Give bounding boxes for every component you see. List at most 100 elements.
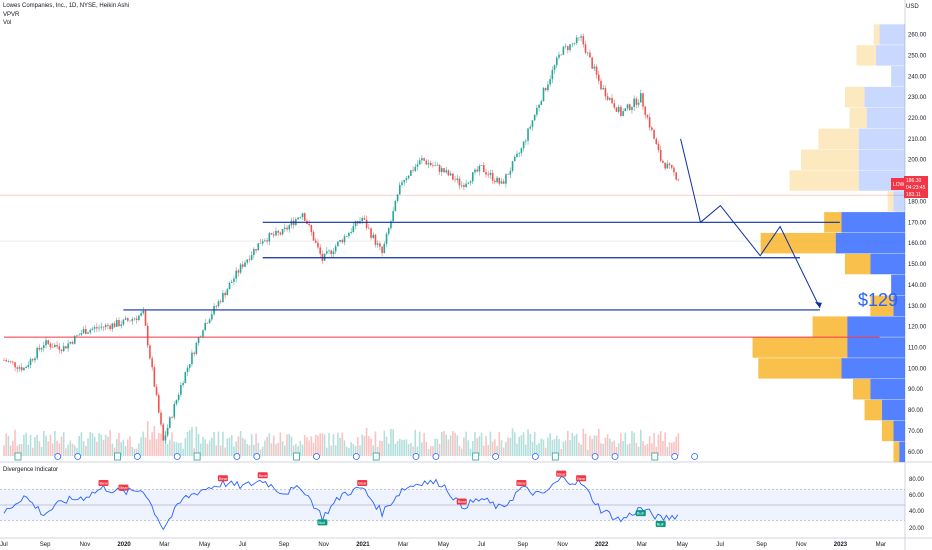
candle-body — [215, 305, 218, 307]
candle-body — [195, 342, 198, 354]
volume-bar — [337, 432, 339, 456]
candle-body — [551, 69, 554, 80]
volume-bar — [224, 447, 226, 456]
candle-body — [604, 88, 607, 97]
candle-body — [224, 292, 226, 296]
candle-body — [71, 341, 74, 344]
volume-bar — [509, 437, 512, 456]
candle-body — [326, 251, 328, 254]
candle-body — [133, 318, 136, 320]
volume-bar — [374, 431, 377, 456]
time-tick-label: Sep — [279, 542, 290, 548]
volume-bar — [471, 440, 474, 456]
candle-body — [390, 221, 392, 229]
candle-body — [323, 253, 326, 261]
volume-bar — [188, 430, 191, 456]
vp-row-down — [870, 295, 894, 316]
volume-bar — [80, 432, 83, 456]
candle-body — [483, 165, 485, 173]
candle-body — [518, 153, 520, 154]
candle-body — [31, 359, 34, 361]
volume-bar — [522, 432, 525, 456]
candle-body — [184, 372, 187, 383]
volume-bar — [613, 440, 616, 456]
volume-bar — [536, 444, 538, 456]
candle-body — [182, 382, 184, 386]
candle-body — [600, 80, 602, 90]
volume-bar — [677, 433, 680, 456]
candle-body — [416, 164, 419, 167]
candle-body — [244, 262, 246, 267]
volume-bar — [651, 443, 653, 456]
candle-body — [538, 104, 540, 108]
volume-bar — [49, 434, 52, 456]
time-axis[interactable]: Jul Sep Nov 2020 Mar May Jul Sep Nov 2021 Mar May Ju… — [0, 542, 886, 548]
volume-bar — [418, 431, 421, 456]
candle-body — [56, 344, 58, 347]
volume-bar — [144, 437, 147, 456]
candle-body — [45, 340, 47, 346]
candle-body — [401, 182, 403, 185]
candle-body — [47, 340, 50, 344]
candle-body — [622, 111, 624, 116]
horizontal-levels[interactable] — [4, 221, 880, 338]
candle-body — [124, 318, 127, 320]
candle-body — [65, 346, 67, 349]
candle-body — [284, 227, 286, 229]
candle-body — [633, 98, 635, 108]
volume-bar — [25, 432, 27, 456]
volume-bar — [617, 443, 620, 456]
volume-bar — [12, 440, 14, 456]
dividend-marker — [352, 453, 360, 460]
volume-bar — [91, 433, 94, 456]
earnings-marker — [293, 452, 301, 461]
volume-bar — [182, 448, 184, 456]
volume-bar — [303, 435, 306, 456]
candle-body — [91, 328, 94, 330]
vp-row-up — [866, 107, 905, 129]
bear-signal — [556, 470, 567, 477]
time-tick-label: 2022 — [595, 542, 609, 548]
volume-bar — [171, 432, 173, 456]
candle-body — [153, 367, 156, 387]
volume-bar — [332, 434, 335, 456]
time-tick-label: Mar — [159, 542, 169, 548]
volume-bar — [208, 440, 211, 456]
volume-bar — [157, 432, 160, 456]
volume-bar — [206, 443, 209, 456]
candle-body — [642, 93, 644, 107]
time-tick-label: Jul — [478, 542, 486, 548]
projection-path[interactable] — [680, 138, 822, 309]
candle-body — [144, 310, 147, 326]
candle-body — [544, 88, 547, 91]
volume-bar — [500, 440, 503, 456]
volume-bar — [423, 432, 425, 456]
time-tick-label: Nov — [318, 542, 329, 548]
candle-body — [268, 233, 271, 242]
candle-body — [188, 364, 191, 368]
candle-body — [582, 36, 585, 45]
volume-bar — [87, 438, 89, 456]
volume-bar — [23, 434, 25, 456]
candle-body — [640, 93, 642, 103]
volume-bar — [558, 439, 560, 456]
indicator-vpvr-label[interactable]: VPVR — [3, 12, 20, 18]
candle-body — [354, 221, 357, 227]
indicator-vol-label[interactable]: Vol — [3, 20, 12, 26]
oscillator-title: Divergence Indicator — [3, 467, 58, 473]
price-axis[interactable]: 260.00 250.00 240.00 230.00 220.00 210.00 200.… — [908, 33, 927, 456]
badge-sub: 183.11 — [906, 192, 921, 198]
vp-row-up — [870, 253, 905, 275]
candle-body — [491, 172, 494, 181]
price-tick-label: 230.00 — [908, 95, 927, 101]
volume-bar — [370, 438, 372, 456]
volume-bar — [284, 445, 286, 456]
candle-body — [51, 347, 54, 348]
earnings-marker — [14, 452, 22, 461]
volume-bar — [326, 447, 328, 456]
candle-body — [425, 160, 428, 165]
volume-bar — [93, 436, 96, 456]
projection-line[interactable] — [680, 138, 821, 309]
volume-bar — [264, 440, 266, 456]
